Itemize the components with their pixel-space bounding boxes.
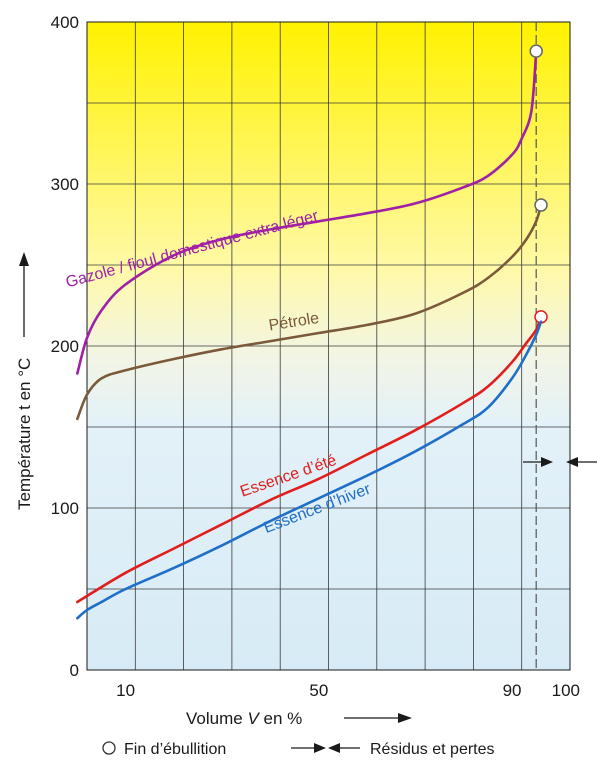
x-axis-label: Volume V en % <box>186 709 302 728</box>
y-tick-label: 200 <box>51 337 79 356</box>
series-line-gazole <box>76 49 538 375</box>
y-tick-label: 100 <box>51 499 79 518</box>
legend-end-marker-icon <box>102 741 116 755</box>
residue-arrowhead-right <box>566 457 578 467</box>
boiling-end-marker <box>534 198 548 212</box>
series-line-ete <box>76 315 543 604</box>
x-tick-label: 10 <box>116 681 135 700</box>
plot-frame <box>86 21 571 671</box>
residue-arrowhead-left <box>541 457 553 467</box>
x-tick-label: 50 <box>309 681 328 700</box>
x-tick-label: 90 <box>503 681 522 700</box>
y-tick-label: 0 <box>70 661 79 680</box>
series-line-hiver <box>76 320 543 620</box>
legend-end-marker-label: Fin d’ébullition <box>124 741 226 758</box>
boiling-end-marker <box>529 44 543 58</box>
y-tick-label: 300 <box>51 175 79 194</box>
tick-labels: 10 50 90 100 0 100 200 300 400 <box>51 13 580 700</box>
y-axis-arrowhead <box>19 252 29 266</box>
legend-residue-label: Résidus et pertes <box>370 741 495 758</box>
axis-labels: Volume V en % Température t en °C <box>15 252 412 728</box>
y-axis-label: Température t en °C <box>15 358 34 510</box>
series-line-petrole <box>76 203 543 421</box>
legend: Fin d’ébullition Résidus et pertes <box>102 741 495 758</box>
x-axis-arrowhead <box>398 713 412 723</box>
legend-residue-arrow-right <box>328 743 340 753</box>
y-tick-label: 400 <box>51 13 79 32</box>
grid <box>86 21 571 671</box>
legend-residue-arrow-left <box>314 743 326 753</box>
residue-marker <box>523 457 597 467</box>
x-tick-label: 100 <box>552 681 580 700</box>
